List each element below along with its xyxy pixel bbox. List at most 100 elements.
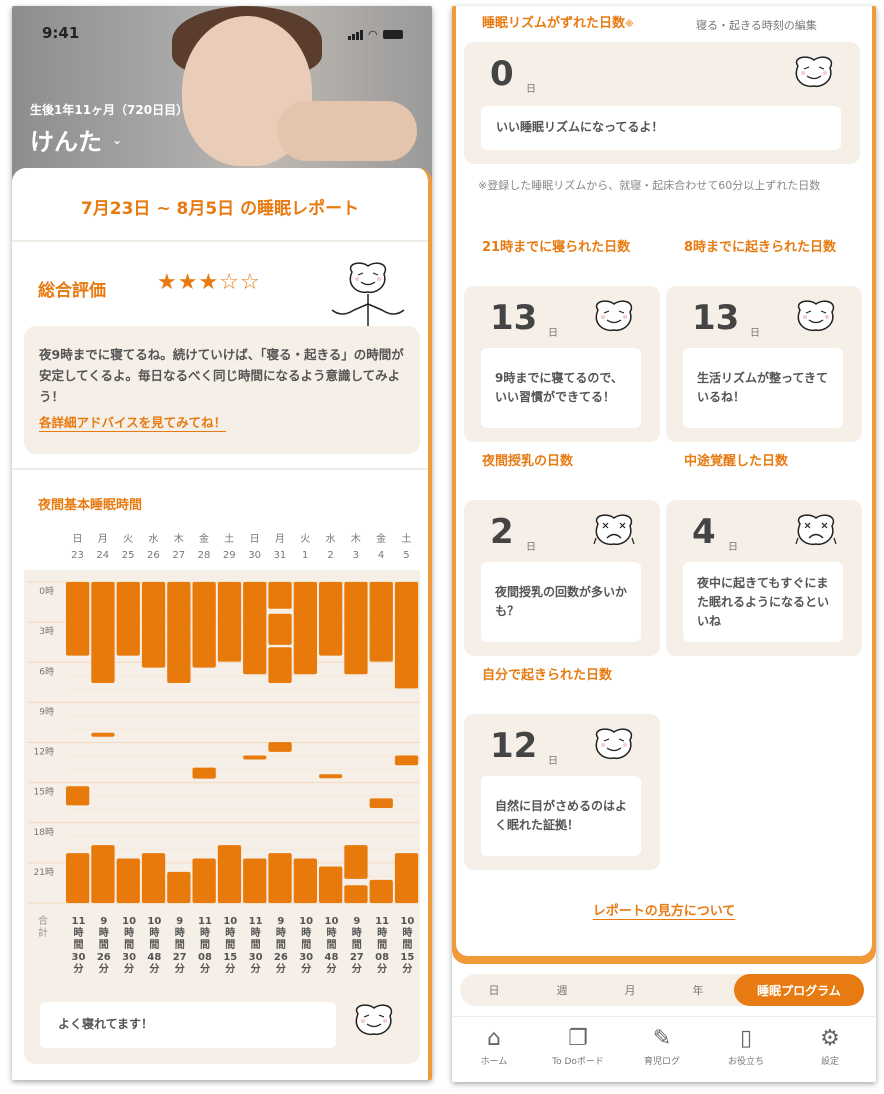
star-empty-icon: ☆: [219, 270, 240, 295]
column-background: [319, 582, 343, 912]
total-value: 9 時間 27 分: [349, 916, 364, 975]
stat-message: 夜中に起きてもすぐにまた眠れるようになるといいね: [697, 575, 830, 628]
sleep-bar: [141, 853, 166, 903]
sleep-bar: [319, 774, 343, 779]
child-selector[interactable]: けんた ⌄: [30, 122, 122, 157]
y-tick-label: 15時: [34, 787, 54, 798]
weekday-label: 月: [275, 533, 285, 545]
nav-label: ホーム: [480, 1057, 508, 1067]
sleep-bar: [167, 871, 191, 903]
total-value: 11 時間 30 分: [248, 916, 263, 975]
star-filled-icon: ★: [157, 270, 178, 295]
sleep-bar: [268, 613, 292, 645]
weekday-label: 金: [376, 532, 386, 545]
y-tick-label: 3時: [39, 626, 54, 637]
rhythm-mark: ※: [625, 20, 634, 30]
stat-message: 生活リズムが整ってきているね！: [697, 371, 829, 404]
sad-face-icon: [795, 514, 837, 546]
date-label: 24: [96, 550, 109, 561]
divider: [452, 1016, 876, 1017]
stats-card: 睡眠リズムがずれた日数※ 寝る・起きる時刻の編集 0 日 いい睡眠リズムになって…: [456, 6, 872, 956]
happy-face-icon: [797, 300, 835, 332]
stat-unit: 日: [548, 756, 558, 767]
sleep-bar: [66, 582, 90, 656]
sleep-bar: [268, 582, 292, 609]
period-tab[interactable]: 睡眠プログラム: [734, 974, 864, 1006]
date-label: 28: [198, 550, 211, 561]
date-label: 30: [248, 550, 261, 561]
advice-text: 夜9時までに寝てるね。続けていけば、「寝る・起きる」の時間が安定してくるよ。毎日…: [39, 347, 404, 404]
stat-title: 自分で起きられた日数: [482, 668, 613, 683]
star-empty-icon: ☆: [239, 270, 261, 295]
chart-title: 夜間基本睡眠時間: [38, 498, 143, 513]
period-tab[interactable]: 日: [488, 984, 500, 997]
bottom-nav: ⌂ ホーム ❐ To Doボード ✎ 育児ログ ▯ お役立ち ⚙ 設定: [452, 1026, 876, 1067]
column-background: [217, 582, 242, 912]
date-label: 29: [223, 550, 236, 561]
sleep-bar: [192, 767, 216, 779]
date-label: 3: [353, 550, 359, 561]
sleep-bar: [369, 798, 393, 809]
sleep-bar: [394, 755, 419, 766]
nav-item[interactable]: ⌂ ホーム: [452, 1026, 536, 1067]
stat-message: 自然に目がさめるのはよく眠れた証拠！: [495, 799, 628, 832]
period-tab[interactable]: 週: [556, 984, 568, 997]
weekday-label: 日: [73, 534, 83, 545]
stat-value: 13: [692, 298, 740, 338]
y-tick-label: 18時: [34, 827, 54, 838]
nav-label: To Doボード: [552, 1057, 604, 1067]
stat-unit: 日: [548, 328, 558, 339]
report-card: 7月23日 ~ 8月5日 の睡眠レポート 総合評価 ★★★☆☆ 夜9時までに寝て…: [12, 168, 432, 1080]
total-value: 11 時間 08 分: [375, 916, 390, 975]
edit-times-link[interactable]: 寝る・起きる時刻の編集: [696, 19, 817, 32]
sleep-bar: [268, 853, 292, 903]
rhythm-title: 睡眠リズムがずれた日数※: [482, 14, 634, 35]
sleep-bar: [91, 845, 115, 903]
sleep-bar: [369, 879, 393, 903]
advice-link[interactable]: 各詳細アドバイスを見てみてね！: [39, 415, 227, 430]
weekday-label: 水: [326, 533, 336, 545]
sleep-bar: [293, 858, 317, 903]
nav-item[interactable]: ✎ 育児ログ: [620, 1026, 704, 1067]
how-to-read-link[interactable]: レポートの見方について: [456, 900, 872, 919]
stat-title: 中途覚醒した日数: [684, 454, 789, 469]
home-icon: ⌂: [487, 1026, 501, 1051]
date-label: 1: [302, 550, 308, 561]
stat-bubble: 9時までに寝てるので、いい習慣ができてる！: [481, 348, 641, 428]
sad-face-icon: [593, 514, 635, 546]
total-value: 10 時間 30 分: [299, 916, 314, 975]
nav-item[interactable]: ▯ お役立ち: [704, 1026, 788, 1067]
weekday-label: 火: [300, 533, 310, 545]
weekday-label: 木: [174, 533, 184, 545]
left-screen: 9:41 ◠ 生後1年11ヶ月（720日目） けんた ⌄ 7月23日 ~ 8月5…: [12, 6, 432, 1080]
stat-bubble: 夜中に起きてもすぐにまた眠れるようになるといいね: [683, 562, 843, 642]
total-label: 合計: [38, 916, 48, 939]
total-value: 9 時間 27 分: [172, 916, 187, 975]
rhythm-note: ※登録した睡眠リズムから、就寝・起床合わせて60分以上ずれた日数: [478, 179, 821, 192]
date-label: 4: [378, 550, 384, 561]
sleep-bar: [116, 582, 140, 656]
nav-item[interactable]: ⚙ 設定: [788, 1026, 872, 1067]
sleep-bar: [66, 786, 90, 806]
stat-card: 12 日 自然に目がさめるのはよく眠れた証拠！: [464, 714, 660, 870]
period-tab[interactable]: 年: [692, 984, 704, 997]
weekday-label: 月: [98, 533, 108, 545]
sleep-bar: [192, 858, 216, 903]
status-time: 9:41: [42, 24, 80, 42]
column-background: [369, 582, 393, 912]
book-icon: ▯: [739, 1026, 753, 1051]
total-value: 10 時間 15 分: [400, 916, 415, 975]
sleep-bar: [91, 732, 115, 737]
sleep-bar: [217, 845, 242, 903]
sleep-bar: [344, 885, 368, 903]
nav-item[interactable]: ❐ To Doボード: [536, 1026, 620, 1067]
battery-icon: [382, 30, 403, 39]
total-value: 9 時間 26 分: [273, 916, 288, 975]
weekday-label: 日: [250, 534, 260, 545]
sleep-bar: [268, 742, 292, 752]
divider: [12, 468, 428, 470]
stat-bubble: 夜間授乳の回数が多いかも？: [481, 562, 641, 642]
sleep-bar: [243, 582, 267, 675]
photo-hand: [277, 101, 417, 161]
period-tab[interactable]: 月: [624, 984, 636, 997]
